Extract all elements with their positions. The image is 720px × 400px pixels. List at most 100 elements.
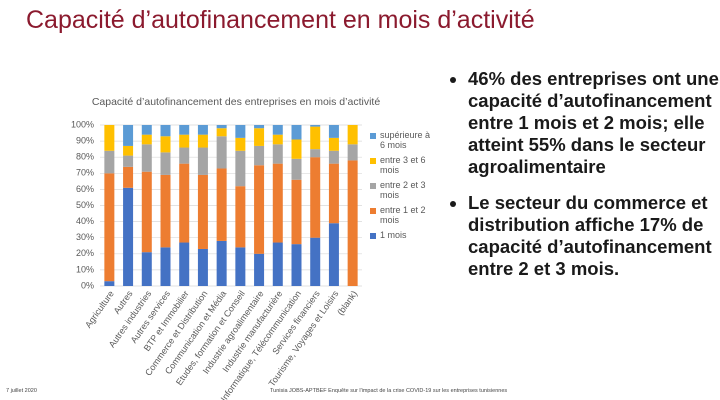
- source: Tunisia JOBS-APTBEF Enquête sur l'impact…: [270, 388, 508, 394]
- bar-segment: [254, 125, 265, 129]
- bar-segment: [291, 139, 302, 159]
- bar-segment: [254, 253, 265, 286]
- bar-segment: [310, 125, 321, 127]
- bullet-list: 46% des entreprises ont une capacité d’a…: [448, 68, 720, 294]
- bar-segment: [235, 125, 246, 138]
- bar-segment: [272, 125, 283, 135]
- bar-segment: [160, 125, 171, 137]
- bar-segment: [235, 150, 246, 187]
- date: 7 juillet 2020: [6, 388, 37, 394]
- legend-swatch: [370, 133, 376, 139]
- legend-entry: 1 mois: [370, 230, 445, 240]
- legend-entry: entre 3 et 6 mois: [370, 155, 445, 175]
- bar-segment: [141, 252, 152, 286]
- bar-segment: [216, 125, 227, 129]
- bar-segment: [141, 171, 152, 253]
- y-tick-label: 20%: [76, 248, 94, 258]
- bullet: Le secteur du commerce et distribution a…: [468, 192, 720, 280]
- bar-segment: [123, 166, 134, 188]
- bar-segment: [328, 163, 339, 224]
- bar-segment: [104, 125, 115, 151]
- y-tick-label: 10%: [76, 264, 94, 274]
- bar-segment: [328, 150, 339, 164]
- legend-label: entre 3 et 6 mois: [380, 155, 426, 175]
- bar-segment: [104, 281, 115, 286]
- slide-title: Capacité d’autofinancement en mois d’act…: [26, 6, 535, 34]
- bar-segment: [216, 128, 227, 137]
- y-tick-label: 100%: [71, 119, 94, 129]
- bar-segment: [123, 145, 134, 156]
- bar-segment: [310, 237, 321, 286]
- bar-segment: [272, 144, 283, 164]
- bar-segment: [235, 137, 246, 151]
- legend-label: entre 2 et 3 mois: [380, 180, 426, 200]
- bar-segment: [310, 157, 321, 238]
- bar-segment: [197, 147, 208, 175]
- bar-segment: [254, 128, 265, 146]
- bar-segment: [272, 134, 283, 145]
- y-tick-label: 70%: [76, 168, 94, 178]
- bar-segment: [160, 136, 171, 153]
- bar-segment: [141, 144, 152, 172]
- bar-segment: [347, 125, 358, 145]
- bar-segment: [104, 150, 115, 174]
- legend-swatch: [370, 158, 376, 164]
- bar-segment: [179, 125, 190, 135]
- bar-segment: [179, 134, 190, 148]
- bullet: 46% des entreprises ont une capacité d’a…: [468, 68, 720, 178]
- bar-segment: [197, 125, 208, 135]
- bar-segment: [197, 174, 208, 249]
- y-tick-label: 90%: [76, 135, 94, 145]
- y-tick-label: 30%: [76, 232, 94, 242]
- y-tick-label: 80%: [76, 152, 94, 162]
- bar-segment: [179, 163, 190, 243]
- y-tick-label: 0%: [81, 280, 94, 290]
- bar-segment: [235, 186, 246, 248]
- bar-segment: [328, 137, 339, 151]
- bar-segment: [291, 244, 302, 286]
- bar-segment: [254, 145, 265, 166]
- bar-segment: [328, 125, 339, 138]
- bar-segment: [160, 247, 171, 286]
- bar-segment: [179, 147, 190, 164]
- bar-segment: [160, 174, 171, 248]
- legend-swatch: [370, 183, 376, 189]
- legend-entry: entre 1 et 2 mois: [370, 205, 445, 225]
- bar-segment: [272, 242, 283, 286]
- bar-segment: [235, 247, 246, 286]
- bar-segment: [123, 187, 134, 286]
- bar-segment: [197, 134, 208, 148]
- bar-segment: [328, 223, 339, 286]
- bar-segment: [197, 248, 208, 286]
- legend-entry: supérieure à 6 mois: [370, 130, 445, 150]
- bar-segment: [291, 158, 302, 180]
- legend-label: supérieure à 6 mois: [380, 130, 431, 150]
- y-tick-label: 50%: [76, 200, 94, 210]
- bar-segment: [291, 125, 302, 140]
- bar-segment: [272, 163, 283, 243]
- legend: supérieure à 6 mois entre 3 et 6 mois entr…: [370, 130, 445, 245]
- legend-label: entre 1 et 2 mois: [380, 205, 426, 225]
- bar-segment: [123, 155, 134, 167]
- bar-segment: [216, 136, 227, 169]
- bar-segment: [123, 125, 134, 146]
- bar-segment: [141, 134, 152, 145]
- legend-swatch: [370, 208, 376, 214]
- bar-segment: [291, 179, 302, 245]
- bar-segment: [347, 160, 358, 286]
- bar-segment: [179, 242, 190, 286]
- bar-segment: [216, 168, 227, 241]
- bar-segment: [310, 126, 321, 150]
- legend-entry: entre 2 et 3 mois: [370, 180, 445, 200]
- bar-segment: [347, 144, 358, 161]
- bar-segment: [141, 125, 152, 135]
- chart-title: Capacité d’autofinancement des entrepris…: [92, 96, 380, 108]
- legend-label: 1 mois: [380, 230, 407, 240]
- y-tick-label: 40%: [76, 216, 94, 226]
- legend-swatch: [370, 233, 376, 239]
- bar-segment: [104, 173, 115, 282]
- bar-segment: [310, 149, 321, 158]
- y-tick-label: 60%: [76, 184, 94, 194]
